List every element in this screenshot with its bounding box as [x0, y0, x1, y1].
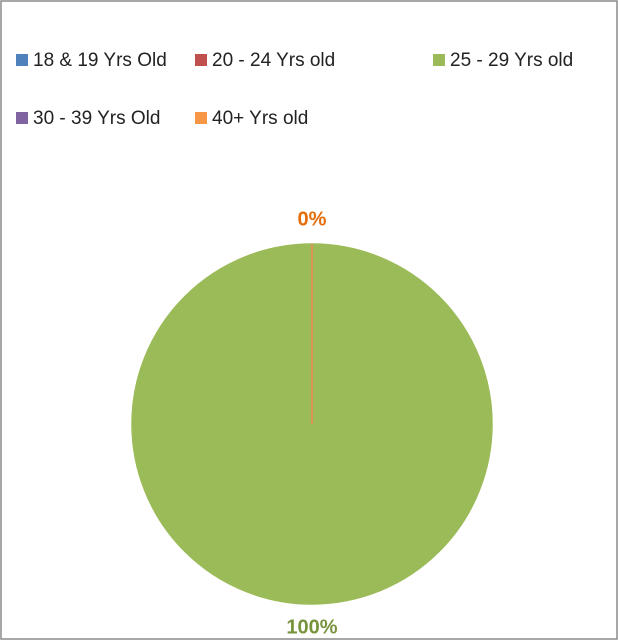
legend-label: 18 & 19 Yrs Old [33, 50, 167, 71]
legend-swatch [195, 112, 207, 124]
legend-label: 20 - 24 Yrs old [212, 50, 335, 71]
legend-label: 25 - 29 Yrs old [450, 50, 573, 71]
legend-label: 40+ Yrs old [212, 108, 308, 129]
legend-swatch [195, 54, 207, 66]
data-label: 0% [298, 208, 327, 230]
data-label: 100% [286, 616, 337, 638]
legend-swatch [16, 54, 28, 66]
legend-label: 30 - 39 Yrs Old [33, 108, 160, 129]
legend-swatch [16, 112, 28, 124]
legend-swatch [433, 54, 445, 66]
